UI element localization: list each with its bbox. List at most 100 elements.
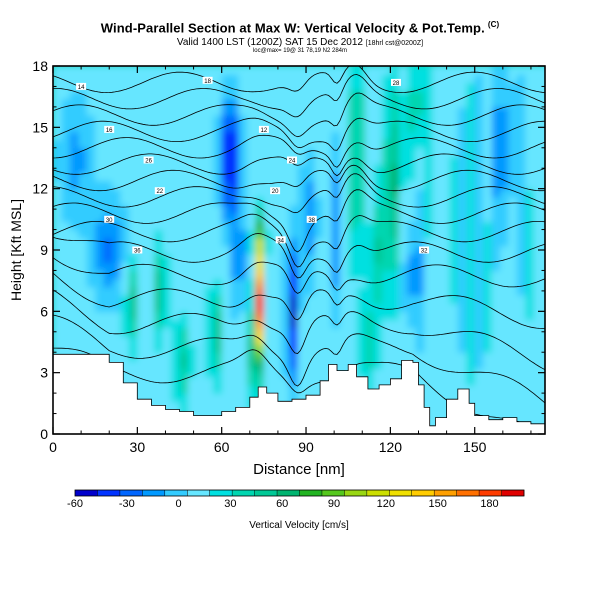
velocity-cell [145, 352, 155, 361]
velocity-cell [128, 327, 138, 337]
velocity-cell [516, 213, 526, 222]
velocity-cell [238, 319, 248, 329]
velocity-cell [187, 376, 197, 386]
colorbar-segment [277, 490, 300, 496]
velocity-cell [78, 294, 88, 304]
velocity-cell [86, 66, 96, 75]
velocity-cell [322, 180, 332, 190]
velocity-cell [162, 237, 172, 247]
velocity-cell [238, 106, 248, 116]
velocity-cell [238, 229, 248, 239]
velocity-cell [381, 172, 391, 182]
velocity-cell [542, 384, 545, 394]
velocity-cell [103, 164, 113, 173]
velocity-cell [255, 262, 265, 272]
velocity-cell [238, 180, 248, 190]
velocity-cell [390, 139, 400, 149]
velocity-cell [533, 90, 543, 100]
velocity-cell [86, 164, 96, 173]
velocity-cell [483, 344, 493, 353]
velocity-cell [171, 180, 181, 190]
velocity-cell [280, 368, 290, 378]
velocity-cell [322, 147, 332, 157]
velocity-cell [171, 254, 181, 263]
velocity-cell [356, 74, 366, 83]
velocity-cell [154, 237, 164, 247]
velocity-cell [381, 66, 391, 75]
velocity-cell [154, 196, 164, 206]
velocity-cell [525, 409, 535, 419]
velocity-cell [415, 376, 425, 386]
velocity-cell [331, 106, 341, 116]
velocity-cell [381, 229, 391, 239]
velocity-cell [306, 205, 316, 214]
velocity-cell [179, 393, 189, 402]
velocity-cell [86, 205, 96, 214]
velocity-cell [314, 66, 324, 75]
velocity-cell [78, 237, 88, 247]
velocity-cell [53, 66, 63, 75]
velocity-cell [415, 172, 425, 182]
velocity-cell [263, 245, 273, 255]
velocity-cell [390, 155, 400, 165]
velocity-cell [466, 66, 476, 75]
velocity-cell [221, 344, 231, 353]
velocity-cell [196, 82, 206, 92]
velocity-cell [213, 335, 223, 345]
velocity-cell [289, 278, 299, 288]
velocity-cell [373, 164, 383, 173]
velocity-cell [424, 188, 434, 198]
velocity-cell [424, 98, 434, 108]
velocity-cell [95, 278, 105, 288]
velocity-cell [213, 131, 223, 141]
velocity-cell [179, 213, 189, 222]
velocity-cell [407, 303, 417, 312]
velocity-cell [187, 66, 197, 75]
velocity-cell [137, 335, 147, 345]
velocity-cell [322, 229, 332, 239]
velocity-cell [272, 344, 282, 353]
velocity-cell [306, 180, 316, 190]
velocity-cell [230, 254, 240, 263]
velocity-cell [533, 262, 543, 272]
velocity-cell [204, 376, 214, 386]
velocity-cell [348, 205, 358, 214]
velocity-cell [407, 205, 417, 214]
velocity-cell [474, 376, 484, 386]
velocity-cell [162, 311, 172, 321]
x-tick-label: 120 [379, 439, 403, 455]
velocity-cell [483, 294, 493, 304]
velocity-cell [398, 139, 408, 149]
velocity-cell [356, 164, 366, 173]
velocity-cell [86, 303, 96, 312]
velocity-cell [306, 82, 316, 92]
velocity-cell [137, 98, 147, 108]
velocity-cell [187, 303, 197, 312]
velocity-cell [128, 360, 138, 370]
velocity-cell [339, 205, 349, 214]
velocity-cell [390, 344, 400, 353]
velocity-cell [137, 303, 147, 312]
velocity-cell [424, 205, 434, 214]
velocity-cell [120, 294, 130, 304]
velocity-cell [213, 66, 223, 75]
velocity-cell [272, 303, 282, 312]
velocity-cell [483, 221, 493, 231]
velocity-cell [365, 196, 375, 206]
velocity-cell [432, 335, 442, 345]
velocity-cell [331, 327, 341, 337]
velocity-cell [263, 384, 273, 394]
velocity-cell [230, 172, 240, 182]
velocity-cell [137, 164, 147, 173]
velocity-cell [179, 188, 189, 198]
velocity-cell [474, 115, 484, 124]
velocity-cell [78, 74, 88, 83]
velocity-cell [162, 74, 172, 83]
velocity-cell [272, 90, 282, 100]
velocity-cell [187, 294, 197, 304]
velocity-cell [154, 205, 164, 214]
velocity-cell [331, 98, 341, 108]
velocity-cell [162, 360, 172, 370]
velocity-cell [390, 319, 400, 329]
velocity-cell [373, 66, 383, 75]
